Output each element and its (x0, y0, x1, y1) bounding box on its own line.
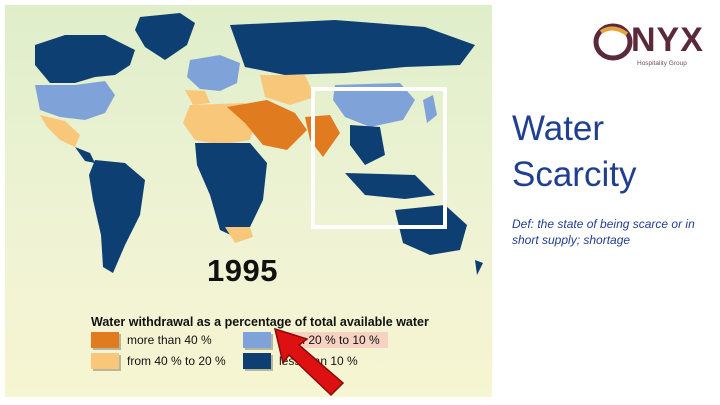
russia (230, 20, 475, 75)
red-arrow-icon (273, 327, 345, 397)
slide-title: Water Scarcity (512, 109, 637, 194)
central-africa (195, 143, 267, 237)
legend-title: Water withdrawal as a percentage of tota… (91, 315, 429, 329)
south-africa (225, 227, 253, 243)
legend-swatch (91, 332, 119, 348)
world-map (35, 13, 483, 275)
greenland (135, 13, 195, 60)
legend-label: from 40 % to 20 % (127, 354, 226, 368)
onyx-logo-ring-icon (593, 23, 633, 61)
logo-tagline: Hospitality Group (637, 60, 687, 67)
south-america (89, 160, 145, 273)
mexico (40, 115, 80, 147)
legend-swatch (91, 353, 119, 369)
usa (35, 81, 115, 120)
water-scarcity-map: 1995 Water withdrawal as a percentage of… (5, 5, 492, 397)
canada (35, 35, 135, 83)
legend-swatch (243, 353, 271, 369)
new-zealand (475, 260, 483, 275)
map-year: 1995 (207, 253, 278, 288)
legend-label: from 20 % to 10 % (279, 332, 388, 348)
central-america (75, 147, 95, 163)
legend-label: more than 40 % (127, 333, 212, 347)
japan (423, 95, 437, 123)
europe (187, 55, 240, 91)
logo-word: NYX (631, 21, 704, 59)
definition-text: Def: the state of being scarce or in sho… (512, 217, 695, 247)
southeast-asia (350, 125, 385, 165)
central-asia (260, 75, 315, 105)
australia (395, 205, 467, 255)
asia-highlight-box (311, 87, 447, 229)
onyx-logo: NYX Hospitality Group (593, 20, 707, 70)
southern-europe (185, 90, 210, 105)
china (333, 83, 415, 127)
middle-east (227, 100, 307, 150)
indonesia (345, 173, 435, 199)
legend-swatch (243, 332, 271, 348)
